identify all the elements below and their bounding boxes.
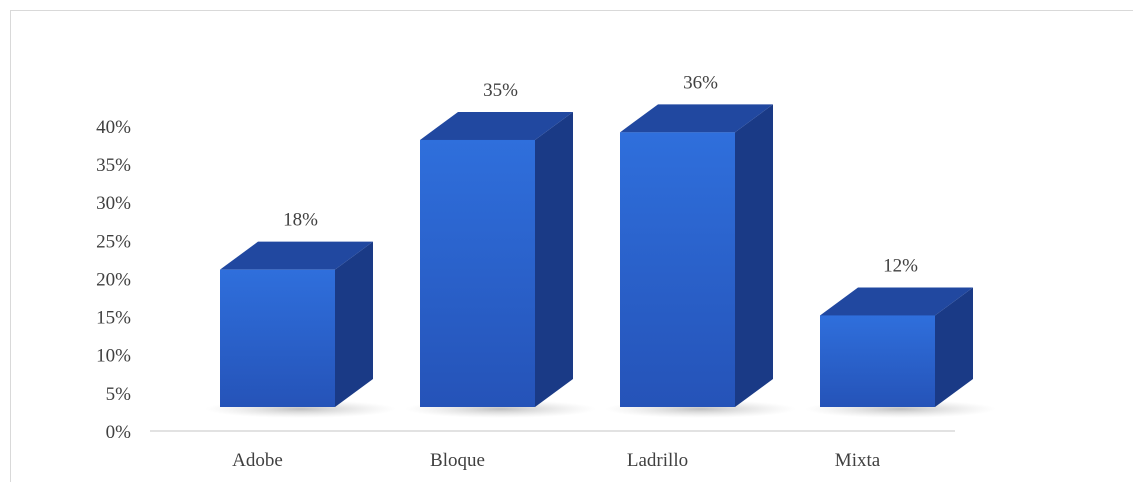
x-category-label: Adobe xyxy=(232,450,283,471)
y-tick-label: 25% xyxy=(96,231,131,252)
x-axis-category-labels: Adobe Bloque Ladrillo Mixta xyxy=(232,450,881,471)
data-labels-group: 18% 35% 36% 12% xyxy=(283,72,918,276)
bars-group xyxy=(205,104,996,418)
y-tick-label: 20% xyxy=(96,269,131,290)
x-category-label: Ladrillo xyxy=(627,450,688,471)
y-tick-label: 10% xyxy=(96,346,131,367)
data-label: 18% xyxy=(283,210,318,231)
bar-top-face xyxy=(820,287,973,316)
bar-top-face xyxy=(420,111,573,140)
y-tick-label: 5% xyxy=(106,384,132,405)
y-tick-label: 0% xyxy=(106,422,132,443)
data-label: 36% xyxy=(683,72,718,93)
bar-front-face xyxy=(420,139,535,407)
x-category-label: Bloque xyxy=(430,450,485,471)
data-label: 35% xyxy=(483,80,518,101)
y-tick-label: 30% xyxy=(96,193,131,214)
bar-side-face xyxy=(335,241,373,407)
y-tick-label: 15% xyxy=(96,308,131,329)
y-tick-label: 35% xyxy=(96,155,131,176)
bar xyxy=(205,241,396,418)
bar-side-face xyxy=(735,104,773,407)
bar-front-face xyxy=(220,269,335,407)
bar-top-face xyxy=(620,104,773,133)
bar-side-face xyxy=(935,287,973,407)
y-axis-tick-labels: 0% 5% 10% 15% 20% 25% 30% 35% 40% xyxy=(96,117,131,443)
bar xyxy=(405,111,596,418)
x-category-label: Mixta xyxy=(835,450,881,471)
y-tick-label: 40% xyxy=(96,117,131,138)
bar-front-face xyxy=(620,132,735,407)
bar-side-face xyxy=(535,111,573,407)
bar xyxy=(605,104,796,418)
data-label: 12% xyxy=(883,255,918,276)
bar-top-face xyxy=(220,241,373,270)
bar xyxy=(805,287,996,418)
bar-front-face xyxy=(820,315,935,407)
